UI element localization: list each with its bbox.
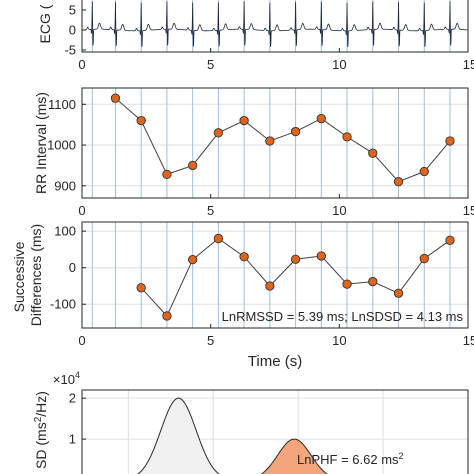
sd-data-point <box>445 235 455 245</box>
rr-data-point <box>368 148 378 158</box>
y-tick-label: 900 <box>54 178 76 193</box>
x-tick-label: 15 <box>463 57 474 72</box>
rr-data-point <box>213 128 224 138</box>
x-tick-label: 10 <box>332 57 346 72</box>
x-tick-label: 0 <box>78 57 85 72</box>
sd-data-point <box>419 253 429 264</box>
rr-data-point <box>136 115 146 126</box>
x-tick-label: 10 <box>332 333 346 348</box>
lf-peak-area <box>137 397 220 474</box>
x-tick-label: 0 <box>78 203 85 218</box>
x-tick-label: 15 <box>463 333 474 348</box>
sd-data-point <box>316 251 326 261</box>
rr-data-point <box>393 177 404 187</box>
sd-data-point <box>342 279 352 289</box>
y-tick-label: 0 <box>69 260 76 275</box>
rr-y-label: RR Interval (ms) <box>33 92 49 194</box>
rr-axes-box <box>81 87 469 199</box>
y-tick-label: -5 <box>64 43 76 58</box>
y-tick-label: -100 <box>50 297 76 312</box>
rr-data-point <box>162 169 172 180</box>
y-tick-label: 0 <box>69 23 76 38</box>
x-tick-label: 0 <box>78 333 85 348</box>
psd-panel: 1 2 ×104 SD (ms2/Hz) LnPHF = 6.62 ms2 <box>33 370 469 474</box>
rr-data-point <box>316 113 326 124</box>
sd-data-point <box>265 281 275 291</box>
sd-data-point <box>393 288 404 298</box>
sd-y-label: Successive Differences (ms) <box>11 224 44 326</box>
sd-data-point <box>162 311 172 321</box>
rr-data-point <box>290 126 301 137</box>
x-tick-label: 15 <box>463 203 474 218</box>
rr-series-line <box>115 97 451 183</box>
psd-axes-box <box>81 389 469 474</box>
ecg-axes-box <box>81 0 469 53</box>
rr-data-point <box>265 136 275 146</box>
ecg-y-label: ECG ( <box>37 4 53 43</box>
sd-data-point <box>239 252 249 262</box>
sd-axes-box <box>81 221 469 329</box>
sd-data-point <box>368 276 378 287</box>
sd-annotation: LnRMSSD = 5.39 ms; LnSDSD = 4.13 ms <box>222 309 464 324</box>
psd-annotation: LnPHF = 6.62 ms2 <box>297 451 404 467</box>
sd-panel: 0 5 10 15 -100 0 100 Successive Differences (m… <box>11 221 474 370</box>
x-tick-label: 5 <box>207 57 214 72</box>
rr-data-point <box>445 136 455 146</box>
rr-data-point <box>110 93 121 103</box>
psd-y-label: SD (ms2/Hz) <box>33 391 49 469</box>
rr-panel: 0 5 10 15 900 1000 1100 RR Interval (ms) <box>33 87 474 218</box>
ecg-trace <box>81 1 469 48</box>
y-tick-label: 1 <box>69 432 76 447</box>
rr-data-point <box>342 132 352 142</box>
sd-data-point <box>188 254 198 265</box>
x-tick-label: 5 <box>207 203 214 218</box>
y-tick-label: 1100 <box>48 97 76 112</box>
x-axis-label: Time (s) <box>248 353 302 370</box>
y-tick-label: 100 <box>54 224 76 239</box>
x-tick-label: 5 <box>207 333 214 348</box>
ecg-panel: 0 5 10 15-505 ECG ( <box>37 0 474 72</box>
hf-peak-area <box>260 438 328 474</box>
rr-data-point <box>419 166 429 177</box>
sd-data-point <box>213 233 224 244</box>
psd-exponent: ×104 <box>53 370 80 387</box>
y-tick-label: 2 <box>69 391 76 406</box>
rr-data-point <box>188 160 198 171</box>
rr-data-point <box>239 115 249 126</box>
sd-data-point <box>136 283 146 293</box>
y-tick-label: 1000 <box>47 138 76 153</box>
x-tick-label: 10 <box>332 203 346 218</box>
sd-data-point <box>290 254 301 264</box>
y-tick-label: 5 <box>69 3 76 18</box>
